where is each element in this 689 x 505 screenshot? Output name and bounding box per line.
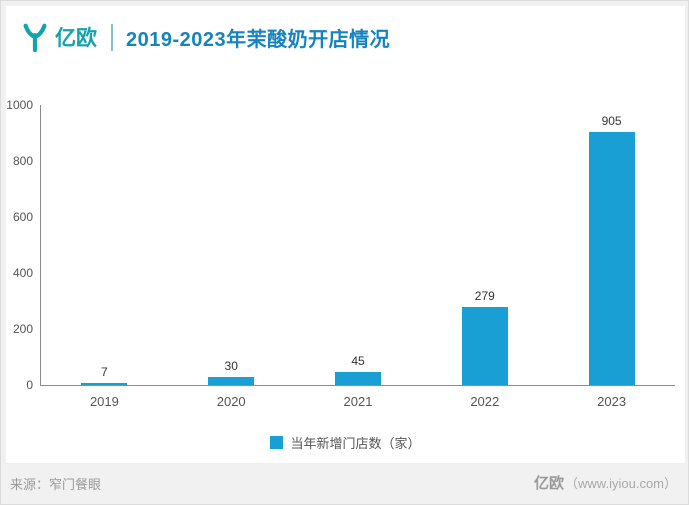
x-axis-label: 2019 — [89, 394, 119, 409]
source-note: 来源：窄门餐眼 — [10, 477, 102, 492]
bar-group: 45 2021 — [295, 105, 422, 409]
x-axis-label: 2020 — [216, 394, 246, 409]
brand-footer: 亿欧（www.iyiou.com） — [534, 472, 677, 493]
bar-chart: 1000 800 600 400 200 0 7 2019 30 2020 — [6, 98, 675, 409]
header: 亿欧 2019-2023年茉酸奶开店情况 — [6, 6, 685, 55]
bar-2022 — [461, 307, 508, 385]
y-tick-label: 400 — [12, 266, 33, 280]
y-axis: 1000 800 600 400 200 0 — [6, 98, 40, 392]
legend-label: 当年新增门店数（家） — [290, 436, 421, 451]
bar-2023 — [588, 132, 635, 385]
bar-2020 — [208, 377, 255, 385]
value-label: 45 — [351, 354, 365, 368]
bar-group: 279 2022 — [421, 105, 548, 409]
y-tick-label: 1000 — [6, 98, 33, 112]
value-label: 7 — [101, 365, 108, 379]
bar-group: 7 2019 — [41, 105, 168, 409]
footer-site-url: （www.iyiou.com） — [565, 476, 677, 491]
value-label: 279 — [474, 289, 495, 303]
x-axis-label: 2023 — [597, 394, 627, 409]
brand-name: 亿欧 — [55, 27, 97, 50]
chart-card: 亿欧 2019-2023年茉酸奶开店情况 1000 800 600 400 20… — [6, 6, 685, 463]
y-tick-label: 0 — [26, 378, 33, 392]
value-label: 30 — [224, 359, 238, 373]
header-divider — [111, 23, 113, 51]
legend: 当年新增门店数（家） — [6, 433, 685, 452]
bar-2021 — [334, 372, 381, 385]
iyiou-logo-icon — [20, 22, 50, 52]
bar-group: 905 2023 — [548, 105, 675, 409]
value-label: 905 — [601, 114, 622, 128]
page-title: 2019-2023年茉酸奶开店情况 — [126, 28, 391, 51]
bar-group: 30 2020 — [168, 105, 295, 409]
y-tick-label: 200 — [12, 322, 33, 336]
footer-brand-name: 亿欧 — [534, 475, 565, 492]
x-axis-label: 2021 — [343, 394, 373, 409]
plot-area: 7 2019 30 2020 45 2021 279 2022 — [40, 105, 675, 409]
bar-2019 — [81, 383, 128, 385]
y-tick-label: 600 — [12, 210, 33, 224]
x-axis-label: 2022 — [470, 394, 500, 409]
legend-swatch — [270, 436, 284, 449]
y-tick-label: 800 — [12, 154, 33, 168]
